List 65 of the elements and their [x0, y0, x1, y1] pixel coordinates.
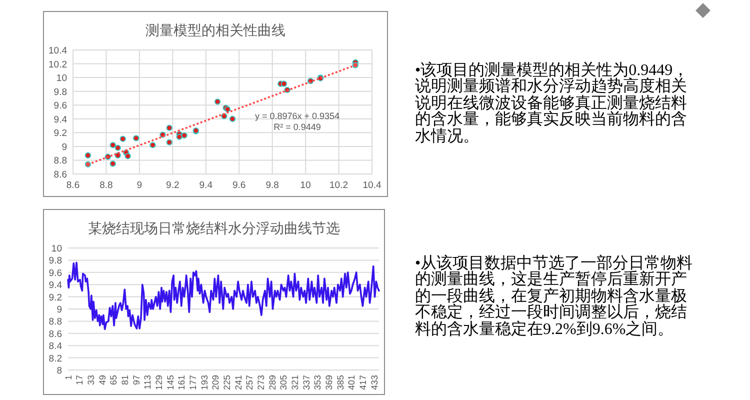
y-tick-label: 8.2	[48, 353, 62, 364]
y-tick-label: 9.4	[48, 280, 62, 292]
y-tick-label: 9	[62, 142, 67, 153]
x-tick-label: 369	[324, 375, 334, 390]
x-tick-label: 10.4	[362, 180, 382, 191]
y-tick-label: 8.8	[54, 156, 67, 167]
annotation: R² = 0.9449	[274, 122, 321, 132]
x-tick-label: 273	[256, 375, 266, 390]
x-tick-label: 385	[335, 375, 346, 390]
x-tick-label: 8.8	[100, 180, 113, 191]
y-tick-label: 9.8	[54, 86, 67, 98]
x-tick-label: 305	[278, 375, 289, 390]
x-tick-label: 193	[199, 375, 210, 390]
x-tick-label: 241	[233, 375, 244, 390]
y-tick-label: 9.4	[54, 114, 67, 126]
x-tick-label: 97	[131, 375, 142, 386]
x-tick-label: 1	[63, 375, 74, 380]
x-tick-label: 9.4	[199, 180, 212, 191]
y-tick-label: 8.6	[54, 170, 67, 180]
x-tick-label: 289	[267, 375, 278, 390]
x-tick-label: 9.8	[266, 180, 279, 191]
x-tick-label: 145	[165, 375, 176, 390]
y-tick-label: 10	[51, 244, 62, 254]
x-tick-label: 49	[97, 375, 108, 386]
y-tick-label: 9.6	[48, 268, 62, 279]
y-tick-label: 10.4	[48, 46, 67, 56]
y-tick-label: 8.4	[48, 341, 62, 352]
y-tick-label: 9.8	[48, 256, 62, 267]
x-tick-label: 161	[176, 375, 187, 390]
y-tick-label: 10	[56, 73, 67, 84]
y-tick-label: 9	[56, 304, 62, 316]
x-tick-label: 417	[358, 375, 368, 390]
x-tick-label: 177	[188, 375, 198, 390]
chart-title: 测量模型的相关性曲线	[146, 22, 286, 38]
y-tick-label: 10.2	[48, 59, 67, 70]
x-tick-label: 113	[142, 375, 153, 390]
x-tick-label: 10	[300, 180, 311, 191]
x-tick-label: 33	[86, 375, 96, 386]
y-tick-label: 9.2	[54, 128, 67, 140]
x-tick-label: 9.6	[232, 180, 246, 191]
x-tick-label: 10.2	[330, 180, 348, 191]
x-tick-label: 433	[369, 375, 380, 390]
y-tick-label: 8	[56, 366, 62, 376]
annotation: y = 0.8976x + 0.9354	[254, 110, 340, 121]
y-tick-label: 8.6	[48, 328, 62, 340]
y-tick-label: 9.2	[48, 292, 62, 304]
x-tick-label: 225	[222, 375, 232, 390]
x-tick-label: 129	[154, 375, 164, 390]
text: •该项目的测量模型的相关性为0.9449，说明测量频谱和水分浮动趋势高度相关说明在线微波设备能够真正测量烧结料的含水量，能够真实反映当前物料的含水情况。	[415, 62, 690, 146]
x-tick-label: 65	[108, 375, 119, 386]
y-tick-label: 9.6	[54, 100, 67, 112]
x-tick-label: 9.2	[166, 180, 180, 191]
x-tick-label: 321	[290, 375, 300, 390]
x-tick-label: 257	[244, 375, 255, 390]
text: •从该项目数据中节选了一部分日常物料的测量曲线，这是生产暂停后重新开产的一段曲线，在复产初期物料含水量极不稳定，经过一段时间调整以后，烧结料的含水量稳定在9.2%到9.6%之间。	[415, 255, 694, 338]
x-tick-label: 8.6	[66, 180, 80, 191]
x-tick-label: 17	[74, 375, 85, 386]
x-tick-label: 353	[312, 375, 323, 390]
x-tick-label: 337	[301, 375, 312, 390]
chart-title: 某烧结现场日常烧结料水分浮动曲线节选	[88, 220, 340, 236]
x-tick-label: 209	[210, 375, 221, 390]
x-tick-label: 401	[346, 375, 357, 390]
x-tick-label: 9	[136, 180, 142, 191]
x-tick-label: 81	[120, 375, 130, 386]
y-tick-label: 8.8	[48, 316, 62, 328]
